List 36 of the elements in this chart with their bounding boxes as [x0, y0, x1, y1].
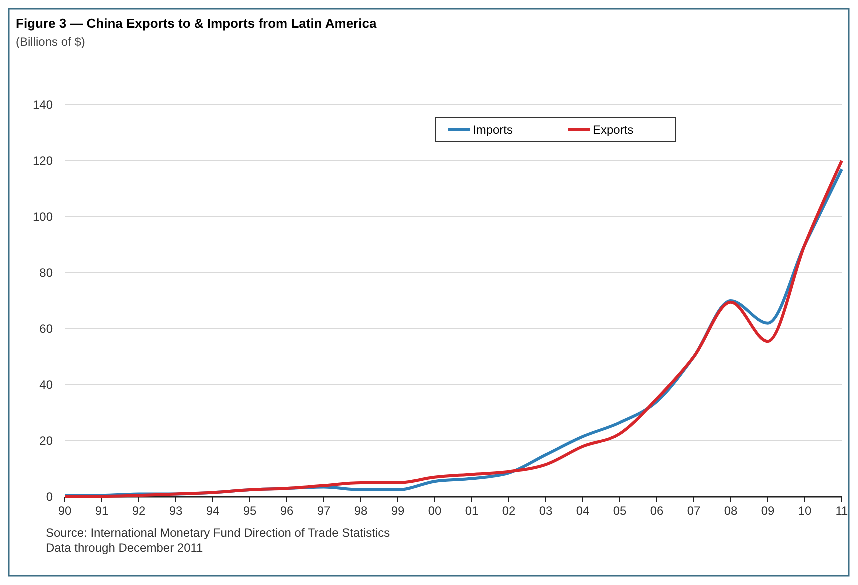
- x-tick-label: 02: [502, 504, 516, 518]
- x-tick-label: 90: [58, 504, 72, 518]
- text: Data through December 2011: [46, 541, 204, 555]
- x-tick-label: 01: [465, 504, 479, 518]
- x-tick-label: 95: [243, 504, 257, 518]
- y-tick-label: 140: [32, 98, 54, 112]
- x-tick-label: 07: [687, 504, 701, 518]
- x-tick-label: 05: [613, 504, 627, 518]
- source-note: Source: International Monetary Fund Direction of Trade Statistics: [46, 526, 390, 540]
- y-tick-label: 0: [46, 490, 54, 504]
- x-tick-label: 00: [428, 504, 442, 518]
- x-tick-label: 98: [354, 504, 368, 518]
- y-tick-label: 120: [32, 154, 54, 168]
- y-tick-label: 60: [40, 322, 54, 336]
- x-tick-label: 10: [798, 504, 812, 518]
- x-tick-label: 04: [576, 504, 590, 518]
- x-tick-label: 09: [761, 504, 775, 518]
- y-tick-label: 100: [32, 210, 54, 224]
- x-tick-label: 11: [836, 504, 849, 518]
- x-tick-label: 97: [317, 504, 331, 518]
- legend-label: Imports: [473, 123, 514, 137]
- x-tick-label: 96: [280, 504, 294, 518]
- y-tick-label: 40: [40, 378, 54, 392]
- x-tick-label: 08: [724, 504, 738, 518]
- x-tick-label: 92: [132, 504, 146, 518]
- x-tick-label: 91: [95, 504, 109, 518]
- x-tick-label: 93: [169, 504, 183, 518]
- x-tick-label: 03: [539, 504, 553, 518]
- legend-label: Exports: [593, 123, 634, 137]
- x-tick-label: 06: [650, 504, 664, 518]
- x-tick-label: 99: [391, 504, 405, 518]
- y-tick-label: 80: [40, 266, 54, 280]
- chart-title: Figure 3 — China Exports to & Imports from Latin America: [16, 16, 378, 31]
- x-tick-label: 94: [206, 504, 220, 518]
- y-tick-label: 20: [40, 434, 54, 448]
- chart-subtitle: (Billions of $): [16, 35, 86, 49]
